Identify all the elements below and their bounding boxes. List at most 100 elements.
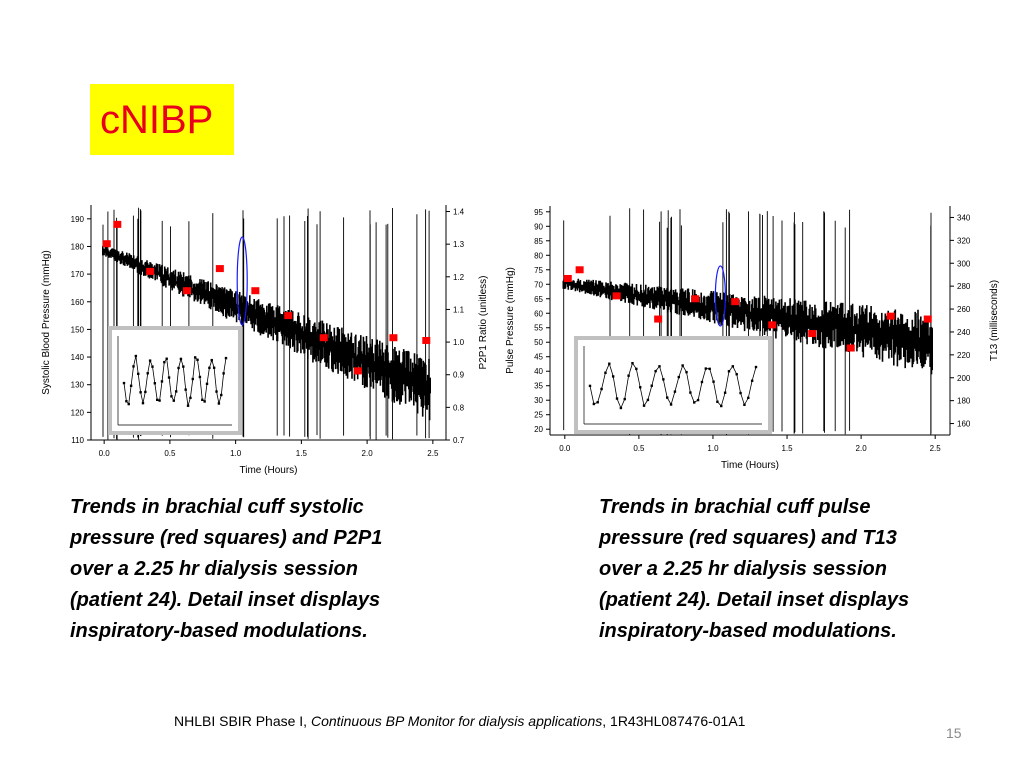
title-highlight <box>90 84 234 155</box>
inset-point <box>153 382 157 385</box>
inset-point <box>127 402 130 406</box>
inset-point <box>754 365 758 369</box>
inset-point <box>134 354 138 358</box>
data-marker <box>319 334 328 342</box>
inset-point <box>615 397 619 400</box>
y-tick-label: 150 <box>71 325 85 334</box>
inset-point <box>203 400 206 403</box>
inset-point <box>712 380 715 383</box>
inset-point <box>604 371 607 374</box>
inset-point <box>224 356 228 360</box>
y-tick-label: 180 <box>71 242 85 251</box>
inset-point <box>592 402 596 406</box>
inset-point <box>658 365 661 368</box>
inset-point <box>139 391 142 394</box>
inset-point <box>666 396 669 399</box>
inset-point <box>160 380 164 383</box>
y-tick-label: 110 <box>71 436 84 445</box>
inset-point <box>650 384 653 387</box>
data-marker <box>768 321 777 329</box>
y2-tick-label: 0.7 <box>453 436 465 445</box>
y-tick-label: 140 <box>71 353 85 362</box>
y2-tick-label: 1.0 <box>453 338 465 347</box>
x-tick-label: 2.0 <box>362 449 374 458</box>
y2-tick-label: 0.9 <box>453 371 465 380</box>
systolic-p2p1-chart: 110 120 130 140 150 160 170 180 190 0.7 0.8 0.9 1.0 1… <box>41 205 489 476</box>
inset-point <box>747 396 750 400</box>
footer-prefix: NHLBI SBIR Phase I, <box>174 713 311 729</box>
inset-point <box>217 402 221 405</box>
inset-point <box>201 398 204 402</box>
y-tick-label: 95 <box>534 208 543 217</box>
y2-tick-label: 1.2 <box>453 273 465 282</box>
inset-point <box>696 398 700 402</box>
inset-point <box>735 373 738 376</box>
x-tick-label: 2.0 <box>856 444 868 453</box>
x-tick-label: 0.5 <box>633 444 645 453</box>
x-axis-label: Time (Hours) <box>721 460 779 471</box>
y-tick-label: 25 <box>534 411 543 420</box>
y2-tick-label: 320 <box>957 236 971 245</box>
data-marker <box>846 344 855 352</box>
inset-point <box>619 406 623 410</box>
inset-point <box>700 380 704 384</box>
inset-point <box>689 391 692 394</box>
y-tick-label: 55 <box>534 324 543 333</box>
y-axis-label: Pulse Pressure (mmHg) <box>505 267 516 374</box>
inset-point <box>167 376 171 379</box>
inset-point <box>611 375 615 378</box>
footer-suffix: , 1R43HL087476-01A1 <box>602 713 746 729</box>
y-tick-label: 130 <box>71 381 85 390</box>
inset-point <box>600 387 603 391</box>
inset-point <box>148 359 152 362</box>
y-tick-label: 50 <box>534 338 543 347</box>
inset-point <box>156 398 159 402</box>
inset-point <box>608 362 611 365</box>
data-marker <box>182 287 191 295</box>
footer-italic: Continuous BP Monitor for dialysis appli… <box>310 713 603 729</box>
inset-point <box>189 396 192 400</box>
inset-point <box>669 403 673 406</box>
data-marker <box>575 266 584 274</box>
slide-title: cNIBP <box>100 98 214 142</box>
inset-frame <box>108 326 242 435</box>
highlight-ellipse <box>236 236 248 326</box>
y2-tick-label: 200 <box>957 374 971 383</box>
y2-tick-label: 240 <box>957 328 971 337</box>
y-axis-label: Systolic Blood Pressure (mmHg) <box>41 250 52 394</box>
y-tick-label: 160 <box>71 298 85 307</box>
inset-waveform <box>123 355 227 406</box>
highlight-ellipse <box>714 265 726 327</box>
inset-point <box>750 379 754 382</box>
inset-point <box>205 382 209 386</box>
inset-point <box>642 404 646 407</box>
inset-detail <box>108 326 242 435</box>
y-tick-label: 30 <box>534 396 543 405</box>
inset-waveform <box>589 362 757 410</box>
data-marker <box>251 287 260 295</box>
y2-tick-label: 0.8 <box>453 403 465 412</box>
data-marker <box>691 295 700 303</box>
data-marker <box>146 267 155 275</box>
inset-point <box>708 367 711 371</box>
inset-point <box>132 365 135 368</box>
inset-point <box>681 364 684 367</box>
inset-point <box>177 366 180 370</box>
inset-point <box>654 369 657 373</box>
data-marker <box>923 315 932 323</box>
inset-point <box>158 399 161 402</box>
inset-point <box>693 401 696 404</box>
inset-point <box>627 374 630 377</box>
y2-tick-label: 180 <box>957 397 971 406</box>
x-tick-label: 0.5 <box>164 449 176 458</box>
inset-point <box>179 357 183 361</box>
inset-point <box>220 393 223 397</box>
inset-frame <box>574 336 772 434</box>
data-marker <box>612 292 621 300</box>
inset-point <box>191 377 194 381</box>
pulse-t13-chart: 20 25 30 35 40 45 50 55 60 65 70 75 80 85 90 95 160 180 20… <box>505 206 1000 471</box>
x-tick-label: 2.5 <box>930 444 942 453</box>
inset-point <box>716 400 719 403</box>
inset-point <box>198 375 202 379</box>
y-tick-label: 65 <box>534 295 543 304</box>
